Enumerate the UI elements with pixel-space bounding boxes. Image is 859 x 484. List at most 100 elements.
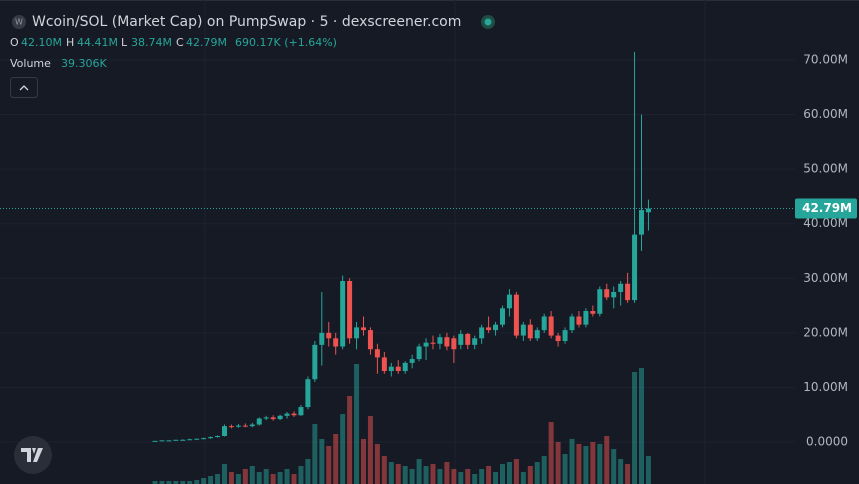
candle-body xyxy=(444,337,450,347)
volume-bar xyxy=(242,469,248,484)
price-label-bg xyxy=(795,198,857,219)
volume-bar xyxy=(555,442,561,484)
candle-body xyxy=(194,438,200,440)
candle-body xyxy=(645,208,651,213)
volume-title: Volume xyxy=(10,57,51,70)
volume-bar xyxy=(472,474,478,484)
candle-body xyxy=(500,308,505,325)
volume-bar xyxy=(493,472,499,484)
volume-bar xyxy=(333,434,339,484)
ohlc-key: L xyxy=(121,36,128,49)
volume-bar xyxy=(611,449,617,484)
y-tick-label: 30.00M xyxy=(803,271,848,285)
candle-body xyxy=(249,424,255,427)
candle-body xyxy=(534,330,540,339)
volume-bar xyxy=(562,454,568,484)
volume-bar xyxy=(256,472,262,484)
y-tick-label: 0.0000 xyxy=(806,434,848,448)
candle-body xyxy=(555,335,561,342)
candle-body xyxy=(291,413,297,416)
volume-bar xyxy=(249,466,255,484)
candle-body xyxy=(632,234,638,301)
price-axis: 0.0000 10.00M 20.00M 30.00M 40.00M 50.00M 60.0… xyxy=(0,53,857,448)
volume-bar xyxy=(235,474,241,484)
candle-body xyxy=(520,324,526,336)
y-tick-label: 70.00M xyxy=(803,53,848,67)
candle-body xyxy=(256,418,262,425)
volume-bar xyxy=(597,444,603,484)
volume-bar xyxy=(395,464,401,484)
volume-bar xyxy=(632,372,638,484)
candle-body xyxy=(340,281,346,347)
ohlc-key: O xyxy=(10,36,19,49)
candle-body xyxy=(402,362,408,372)
volume-bar xyxy=(548,422,554,484)
candle-body xyxy=(479,327,485,339)
y-tick-label: 10.00M xyxy=(803,380,848,394)
volume-bar xyxy=(173,481,179,484)
volume-bar xyxy=(500,464,505,484)
candle-body xyxy=(527,324,533,339)
candle-body xyxy=(284,413,290,416)
candle-body xyxy=(235,425,241,427)
logo xyxy=(21,448,43,462)
volume-bar xyxy=(228,472,234,484)
volume-bar xyxy=(451,469,457,484)
ohlc: O 42.10M H 44.41M L 38.74M C 42.79M 690.… xyxy=(10,36,337,70)
candle-body xyxy=(423,342,429,347)
candle-body xyxy=(381,357,387,372)
candle-body xyxy=(395,366,401,372)
volume-bar xyxy=(479,469,485,484)
volume-bar xyxy=(354,364,360,484)
chart-title: Wcoin/SOL (Market Cap) on PumpSwap · 5 ·… xyxy=(32,14,461,30)
candle-body xyxy=(277,415,283,420)
candle-body xyxy=(208,437,214,439)
volume-bar xyxy=(520,472,526,484)
y-tick-label: 50.00M xyxy=(803,162,848,176)
candle-body xyxy=(159,440,165,442)
volume-bar xyxy=(576,444,582,484)
price-label: 42.79M xyxy=(802,201,852,215)
candle-body xyxy=(493,324,499,331)
volume-bar xyxy=(180,481,186,484)
candle-body xyxy=(270,417,276,420)
volume-bar xyxy=(416,459,422,484)
candle-body xyxy=(361,327,366,331)
candle-body xyxy=(319,332,325,345)
candle-body xyxy=(333,338,339,347)
collapse-button[interactable] xyxy=(10,77,38,98)
candle-body xyxy=(166,440,172,442)
volume-bar xyxy=(208,476,214,484)
volume-bar xyxy=(305,459,311,484)
volume-bar xyxy=(215,474,221,484)
candle-body xyxy=(430,342,436,344)
ohlc-value: 42.10M xyxy=(21,36,62,49)
volume-bar xyxy=(298,466,304,484)
ohlc-value: 38.74M xyxy=(131,36,172,49)
volume-bar xyxy=(423,466,429,484)
candle-body xyxy=(590,311,596,314)
candle-body xyxy=(326,332,332,339)
volume-bar xyxy=(534,462,540,484)
volume-bar xyxy=(194,480,200,484)
volume-bar xyxy=(319,439,325,484)
candle-body xyxy=(506,294,512,309)
candle-body xyxy=(222,426,227,436)
volume-bar xyxy=(569,439,575,484)
candle-body xyxy=(548,316,554,336)
candle-body xyxy=(604,289,610,298)
candle-body xyxy=(597,289,603,314)
token-icon-letter: W xyxy=(15,18,23,27)
candle-body xyxy=(458,333,464,345)
volume-bar xyxy=(222,464,227,484)
volume-bar xyxy=(437,469,443,484)
logo-bg xyxy=(14,436,52,474)
volume-bar xyxy=(374,444,380,484)
volume-bar xyxy=(340,414,346,484)
volume-bar xyxy=(347,396,353,484)
volume-bar xyxy=(152,481,158,484)
y-tick-label: 60.00M xyxy=(803,107,848,121)
volume-bar xyxy=(291,474,297,484)
volume-value: 39.306K xyxy=(61,57,107,70)
